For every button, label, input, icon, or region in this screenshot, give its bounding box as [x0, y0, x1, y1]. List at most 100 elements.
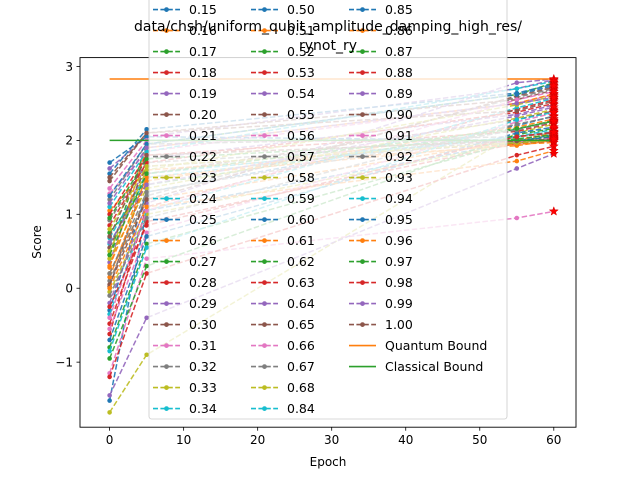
legend-item: 0.96	[349, 233, 413, 248]
series-0.91	[107, 90, 554, 321]
data-point	[144, 215, 149, 221]
legend-label: 0.67	[287, 359, 315, 374]
legend-label: 0.85	[385, 2, 413, 17]
legend-marker	[164, 406, 169, 411]
legend-item: 0.89	[349, 86, 413, 101]
data-point	[107, 304, 112, 310]
data-point	[107, 175, 112, 180]
legend-label: 0.34	[189, 401, 217, 416]
data-point	[514, 158, 520, 164]
legend-label: 0.15	[189, 2, 217, 17]
data-point	[144, 271, 149, 276]
legend-marker	[262, 406, 267, 411]
x-tick-label: 50	[472, 433, 487, 447]
legend-item: 0.51	[251, 23, 315, 38]
legend-item: 0.24	[153, 191, 217, 206]
legend-item: 0.32	[153, 359, 217, 374]
legend-marker	[262, 385, 267, 390]
legend-label: 0.68	[287, 380, 315, 395]
data-point	[107, 193, 112, 199]
x-axis-label: Epoch	[310, 455, 347, 469]
data-point	[144, 156, 149, 162]
legend-marker	[262, 343, 267, 348]
legend-marker	[262, 259, 267, 264]
legend-marker	[164, 91, 169, 96]
data-point	[107, 337, 112, 343]
legend-label: 0.92	[385, 149, 413, 164]
legend-marker	[360, 217, 365, 223]
legend-marker	[262, 154, 267, 160]
legend-item: 0.65	[251, 317, 315, 332]
x-tick-label: 40	[398, 433, 413, 447]
data-point	[107, 356, 112, 361]
series-line	[108, 120, 554, 256]
y-axis-ticks: −1 0 1 2 3	[55, 60, 80, 369]
legend-item: 0.63	[251, 275, 315, 290]
data-point	[144, 230, 149, 236]
data-point	[514, 126, 520, 131]
data-point	[144, 245, 149, 250]
legend-item: 0.55	[251, 107, 315, 122]
legend-marker	[360, 259, 365, 264]
legend-marker	[360, 238, 365, 244]
legend-item: 0.26	[153, 233, 217, 248]
data-point	[144, 167, 149, 173]
series-line	[108, 139, 554, 230]
data-point	[144, 193, 149, 199]
data-point	[514, 215, 520, 221]
legend-label: 0.51	[287, 23, 315, 38]
legend-item: 0.91	[349, 128, 413, 143]
legend-item: 0.68	[251, 380, 315, 395]
final-star-marker	[548, 145, 559, 156]
legend-label: 0.89	[385, 86, 413, 101]
legend-marker	[360, 322, 365, 327]
y-axis-label: Score	[30, 225, 44, 259]
x-tick-label: 30	[324, 433, 339, 447]
data-point	[514, 101, 520, 106]
final-star-marker	[548, 80, 559, 90]
data-point	[107, 393, 112, 398]
series-0.97	[107, 120, 554, 258]
final-star-marker	[548, 92, 559, 102]
data-point	[107, 263, 112, 269]
data-point	[514, 97, 520, 103]
data-point	[107, 410, 112, 415]
data-point	[107, 374, 112, 380]
series-line	[108, 138, 554, 293]
data-point	[144, 182, 149, 188]
x-axis-ticks: 0 10 20 30 40 50 60	[106, 427, 561, 447]
data-point	[107, 171, 112, 176]
data-point	[514, 166, 520, 171]
legend-marker	[164, 364, 169, 369]
data-point	[107, 166, 112, 171]
legend-frame	[148, 0, 508, 420]
data-point	[107, 234, 112, 239]
legend-marker	[262, 175, 267, 181]
data-point	[107, 398, 112, 403]
data-point	[107, 326, 112, 332]
legend-marker	[360, 7, 365, 12]
data-point	[144, 152, 149, 158]
data-point	[107, 178, 112, 184]
data-point	[514, 121, 520, 127]
legend-item: 0.34	[153, 401, 217, 416]
legend-marker	[262, 133, 267, 139]
legend-label: 0.62	[287, 254, 315, 269]
final-star-marker	[548, 206, 559, 216]
legend-label: 0.53	[287, 65, 315, 80]
legend-item: 0.53	[251, 65, 315, 80]
series-line	[108, 149, 555, 289]
x-tick-label: 10	[176, 433, 191, 447]
legend-label: 0.94	[385, 191, 413, 206]
legend-marker	[360, 196, 365, 202]
legend-marker	[262, 7, 267, 12]
legend: 0.15 0.16 0.17 0.18 0.19 0.20 0.21 0.22 0.23 0.24…	[148, 0, 508, 420]
legend-label: 0.25	[189, 212, 217, 227]
legend-marker	[262, 322, 267, 327]
legend-marker	[164, 70, 169, 75]
y-tick-label: 3	[65, 60, 73, 74]
data-point	[107, 204, 112, 210]
legend-label: 0.18	[189, 65, 217, 80]
legend-item: 0.18	[153, 65, 217, 80]
legend-item: 0.84	[251, 401, 315, 416]
